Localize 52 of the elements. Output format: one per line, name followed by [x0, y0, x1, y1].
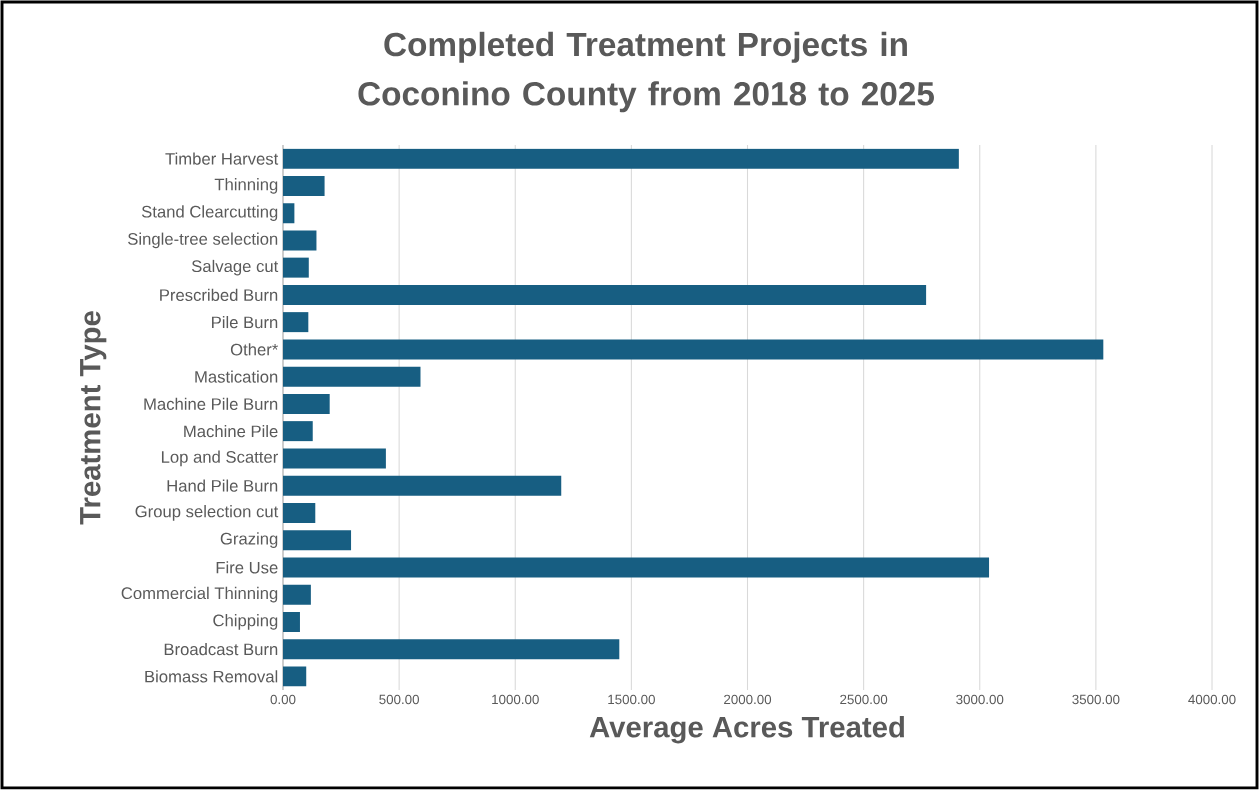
bar	[283, 557, 990, 578]
bar	[283, 611, 300, 632]
y-tick-label: Machine Pile	[184, 425, 278, 438]
y-tick-label: Machine Pile Burn	[144, 397, 278, 411]
y-tick-label: Fire Use	[216, 561, 278, 574]
y-tick-label: Pile Burn	[212, 316, 278, 329]
x-tick-label: 3500.00	[1072, 694, 1120, 705]
x-tick-label: 2500.00	[840, 694, 888, 705]
bar	[283, 502, 316, 523]
x-tick-label: 0.00	[270, 694, 296, 705]
y-tick-label: Salvage cut	[191, 259, 279, 276]
bar	[283, 230, 317, 251]
y-tick-label: Single-tree selection	[128, 232, 278, 249]
bar	[283, 148, 959, 169]
bar	[283, 203, 295, 224]
bar	[283, 448, 386, 469]
x-tick-label: 2000.00	[724, 694, 772, 705]
y-axis-title: Treatment Type	[80, 311, 107, 525]
bar	[283, 530, 352, 551]
y-tick-label: Prescribed Burn	[160, 288, 278, 302]
y-tick-label: Thinning	[214, 178, 278, 194]
chart-title: Completed Treatment Projects in Coconino County from 2018 to 2025	[358, 31, 934, 113]
bar	[283, 393, 330, 414]
y-tick-label: Grazing	[220, 532, 278, 548]
bar	[283, 475, 562, 496]
x-tick-label: 4000.00	[1188, 694, 1236, 705]
bar	[283, 312, 309, 333]
x-tick-label: 1500.00	[608, 694, 655, 705]
y-tick-label: Stand Clearcutting	[141, 205, 278, 221]
bar	[283, 584, 311, 605]
y-tick-label: Lop and Scatter	[161, 450, 278, 467]
bar	[283, 666, 307, 687]
y-tick-label: Other*	[230, 343, 279, 356]
x-tick-label: 1000.00	[492, 694, 539, 705]
bar	[283, 339, 1104, 360]
y-tick-label: Biomass Removal	[145, 670, 278, 683]
y-tick-label: Timber Harvest	[165, 152, 279, 165]
y-tick-label: Hand Pile Burn	[167, 479, 278, 492]
x-tick-label: 500.00	[379, 694, 419, 705]
bar	[283, 257, 309, 278]
bar	[283, 421, 313, 442]
bar	[283, 366, 421, 387]
x-tick-label: 3000.00	[956, 694, 1004, 705]
y-tick-label: Chipping	[213, 614, 278, 630]
x-axis-title: Average Acres Treated	[589, 715, 904, 744]
y-tick-label: Group selection cut	[135, 505, 279, 521]
bar	[283, 284, 927, 305]
y-tick-label: Broadcast Burn	[164, 643, 278, 656]
y-tick-label: Commercial Thinning	[121, 586, 278, 603]
bar	[283, 639, 620, 660]
bar	[283, 175, 325, 196]
y-tick-label: Mastication	[195, 370, 278, 383]
